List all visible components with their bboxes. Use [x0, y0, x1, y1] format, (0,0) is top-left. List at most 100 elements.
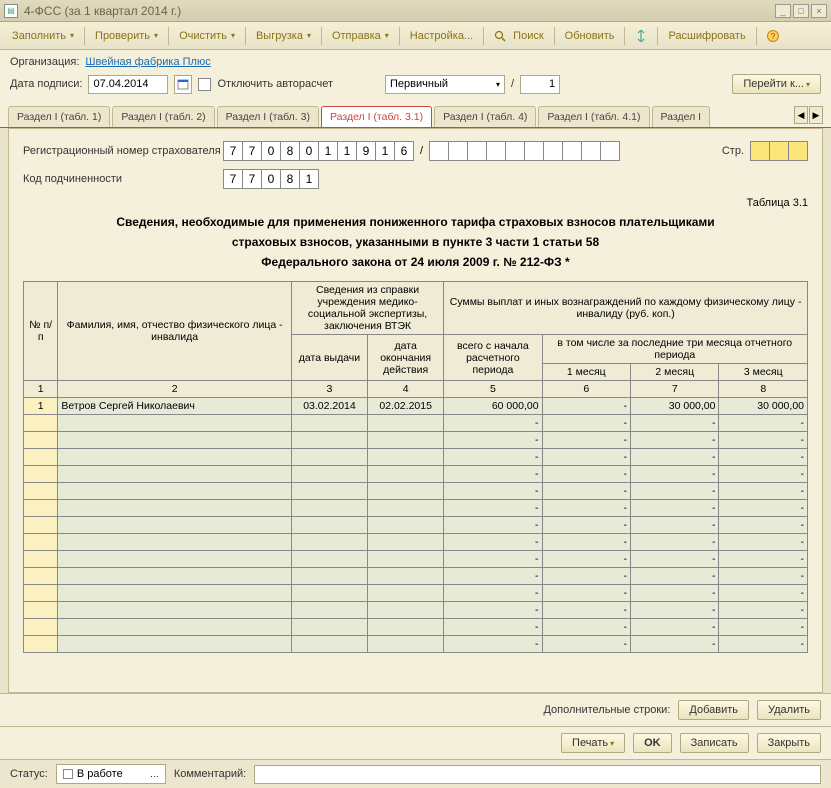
digit-cell[interactable]: 1	[318, 141, 338, 161]
doc-num-input[interactable]	[520, 75, 560, 94]
comment-label: Комментарий:	[174, 768, 246, 780]
digit-cell[interactable]	[600, 141, 620, 161]
digit-cell[interactable]	[562, 141, 582, 161]
digit-cell[interactable]: 7	[242, 169, 262, 189]
window-title: 4-ФСС (за 1 квартал 2014 г.)	[24, 4, 775, 18]
form-title-1: Сведения, необходимые для применения пон…	[23, 215, 808, 229]
digit-cell[interactable]	[543, 141, 563, 161]
digit-cell[interactable]: 0	[299, 141, 319, 161]
digit-cell[interactable]	[581, 141, 601, 161]
digit-cell[interactable]: 7	[223, 169, 243, 189]
table-row-empty[interactable]: ----	[24, 534, 808, 551]
digit-cell[interactable]	[448, 141, 468, 161]
decrypt-button[interactable]: Расшифровать	[662, 27, 751, 45]
digit-cell[interactable]: 7	[223, 141, 243, 161]
digit-cell[interactable]: 9	[356, 141, 376, 161]
export-button[interactable]: Выгрузка	[250, 27, 317, 45]
date-picker-icon[interactable]	[174, 75, 192, 94]
status-bar: Статус: В работе … Комментарий:	[0, 759, 831, 788]
status-select[interactable]: В работе …	[56, 764, 166, 784]
table-row-empty[interactable]: ----	[24, 619, 808, 636]
check-button[interactable]: Проверить	[89, 27, 164, 45]
tab-section-5[interactable]: Раздел I (табл. 4.1)	[538, 106, 649, 127]
digit-cell[interactable]	[524, 141, 544, 161]
main-toolbar: Заполнить Проверить Очистить Выгрузка От…	[0, 22, 831, 50]
fill-button[interactable]: Заполнить	[6, 27, 80, 45]
svg-text:?: ?	[770, 32, 775, 41]
table-row-empty[interactable]: ----	[24, 466, 808, 483]
expand-icon[interactable]	[629, 27, 653, 45]
reg-num-label: Регистрационный номер страхователя	[23, 145, 223, 157]
digit-cell[interactable]: 8	[280, 141, 300, 161]
tab-section-6[interactable]: Раздел I	[652, 106, 711, 127]
search-button[interactable]: Поиск	[488, 27, 550, 45]
data-table[interactable]: № п/п Фамилия, имя, отчество физического…	[23, 281, 808, 653]
table-row-empty[interactable]: ----	[24, 585, 808, 602]
digit-cell[interactable]: 1	[337, 141, 357, 161]
print-button[interactable]: Печать	[561, 733, 625, 753]
table-row-empty[interactable]: ----	[24, 500, 808, 517]
ok-button[interactable]: OK	[633, 733, 672, 753]
goto-button[interactable]: Перейти к...	[732, 74, 821, 94]
maximize-button[interactable]: □	[793, 4, 809, 18]
digit-cell[interactable]: 1	[375, 141, 395, 161]
col-index: 6	[542, 381, 630, 398]
doc-type-select[interactable]: Первичный▾	[385, 75, 505, 94]
settings-button[interactable]: Настройка...	[404, 27, 479, 45]
clear-button[interactable]: Очистить	[173, 27, 241, 45]
sub-code-boxes[interactable]: 77081	[223, 169, 319, 189]
add-row-button[interactable]: Добавить	[678, 700, 749, 720]
digit-cell[interactable]: 0	[261, 169, 281, 189]
help-icon[interactable]: ?	[761, 27, 785, 45]
tab-section-1[interactable]: Раздел I (табл. 2)	[112, 106, 214, 127]
table-row-empty[interactable]: ----	[24, 568, 808, 585]
col-index: 4	[368, 381, 444, 398]
col-index: 5	[444, 381, 542, 398]
refresh-button[interactable]: Обновить	[559, 27, 621, 45]
tab-section-0[interactable]: Раздел I (табл. 1)	[8, 106, 110, 127]
digit-cell[interactable]	[769, 141, 789, 161]
table-row-empty[interactable]: ----	[24, 449, 808, 466]
table-row-empty[interactable]: ----	[24, 551, 808, 568]
col-index: 3	[291, 381, 367, 398]
minimize-button[interactable]: _	[775, 4, 791, 18]
table-row-empty[interactable]: ----	[24, 602, 808, 619]
digit-cell[interactable]	[429, 141, 449, 161]
tab-scroll-right[interactable]: ▶	[809, 106, 823, 124]
table-row-empty[interactable]: ----	[24, 517, 808, 534]
col-sums: Суммы выплат и иных вознаграждений по ка…	[444, 282, 808, 335]
reg-ext-boxes[interactable]	[429, 141, 620, 161]
table-row[interactable]: 1Ветров Сергей Николаевич03.02.201402.02…	[24, 398, 808, 415]
tab-section-3[interactable]: Раздел I (табл. 3.1)	[321, 106, 432, 127]
digit-cell[interactable]: 8	[280, 169, 300, 189]
sign-date-input[interactable]	[88, 75, 168, 94]
table-number-label: Таблица 3.1	[23, 197, 808, 209]
digit-cell[interactable]	[467, 141, 487, 161]
digit-cell[interactable]	[788, 141, 808, 161]
delete-row-button[interactable]: Удалить	[757, 700, 821, 720]
col-index: 8	[719, 381, 808, 398]
reg-num-boxes[interactable]: 7708011916	[223, 141, 414, 161]
close-form-button[interactable]: Закрыть	[757, 733, 821, 753]
digit-cell[interactable]: 0	[261, 141, 281, 161]
save-button[interactable]: Записать	[680, 733, 749, 753]
close-button[interactable]: ×	[811, 4, 827, 18]
table-row-empty[interactable]: ----	[24, 483, 808, 500]
tab-section-4[interactable]: Раздел I (табл. 4)	[434, 106, 536, 127]
page-boxes[interactable]	[750, 141, 808, 161]
table-row-empty[interactable]: ----	[24, 636, 808, 653]
digit-cell[interactable]	[505, 141, 525, 161]
comment-input[interactable]	[254, 765, 821, 784]
table-row-empty[interactable]: ----	[24, 415, 808, 432]
org-link[interactable]: Швейная фабрика Плюс	[85, 56, 210, 68]
digit-cell[interactable]: 1	[299, 169, 319, 189]
digit-cell[interactable]	[486, 141, 506, 161]
table-row-empty[interactable]: ----	[24, 432, 808, 449]
tab-section-2[interactable]: Раздел I (табл. 3)	[217, 106, 319, 127]
tab-scroll-left[interactable]: ◀	[794, 106, 808, 124]
disable-auto-checkbox[interactable]	[198, 78, 211, 91]
digit-cell[interactable]: 6	[394, 141, 414, 161]
digit-cell[interactable]: 7	[242, 141, 262, 161]
digit-cell[interactable]	[750, 141, 770, 161]
send-button[interactable]: Отправка	[326, 27, 395, 45]
